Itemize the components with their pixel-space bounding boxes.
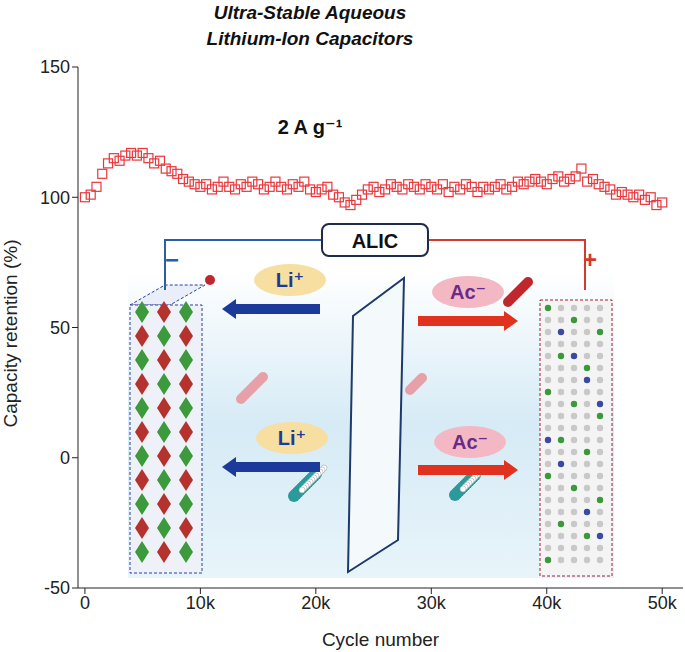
svg-text:Capacity retention (%): Capacity retention (%) — [8, 240, 21, 428]
svg-text:30k: 30k — [417, 593, 447, 613]
svg-text:Ac⁻: Ac⁻ — [450, 281, 486, 303]
svg-text:+: + — [583, 246, 597, 273]
svg-text:Cycle number: Cycle number — [322, 629, 440, 650]
svg-text:150: 150 — [40, 57, 70, 77]
svg-text:−: − — [165, 246, 179, 273]
svg-text:40k: 40k — [532, 593, 562, 613]
svg-text:Li⁺: Li⁺ — [278, 427, 306, 449]
svg-text:20k: 20k — [301, 593, 331, 613]
svg-text:50: 50 — [50, 318, 70, 338]
svg-text:100: 100 — [40, 188, 70, 208]
html-text:Ultra-Stable Aqueous Lithium-I: Ultra-Stable Aqueous Lithium-Ion Capacit… — [206, 2, 414, 49]
svg-text:ALIC: ALIC — [352, 230, 399, 252]
svg-text:Ac⁻: Ac⁻ — [452, 431, 488, 453]
svg-text:50k: 50k — [648, 593, 677, 613]
svg-text:10k: 10k — [186, 593, 216, 613]
svg-text:0: 0 — [80, 593, 90, 613]
svg-text:0: 0 — [60, 448, 70, 468]
svg-text:Li⁺: Li⁺ — [276, 269, 304, 291]
html-text:2 A g⁻¹: 2 A g⁻¹ — [277, 116, 343, 138]
svg-text:-50: -50 — [44, 578, 70, 598]
